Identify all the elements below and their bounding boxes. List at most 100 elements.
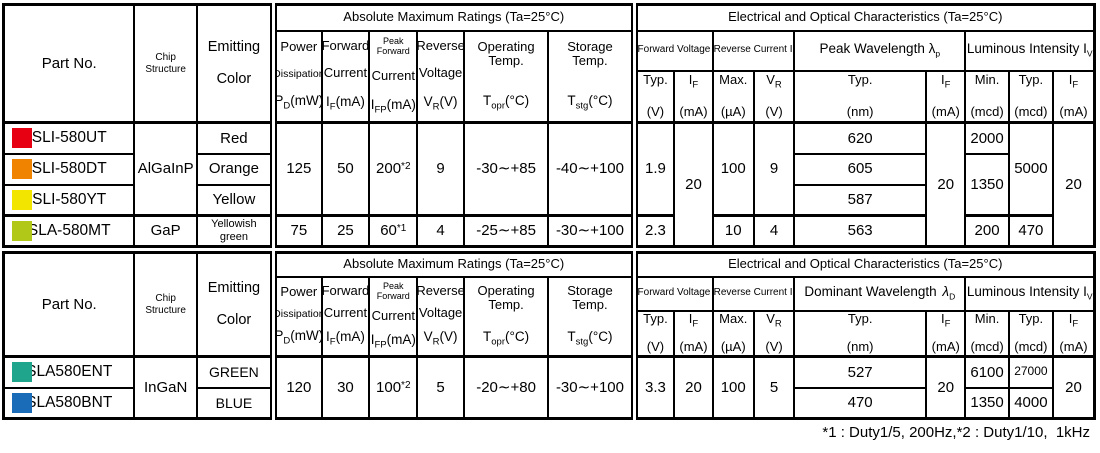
th-peak-wavelength-group: Peak Wavelength λp <box>793 29 967 72</box>
th-wl-typ: Typ. (nm) <box>793 69 928 124</box>
cell-li-typ: 470 <box>1007 214 1055 248</box>
part-number: SLA-580MT <box>27 222 111 240</box>
led-spec-table-bottom: Part No. Chip Structure Emitting Color A… <box>2 251 1096 420</box>
footnote: *1 : Duty1/5, 200Hz,*2 : Duty1/10, 1kHz <box>822 424 1090 441</box>
color-swatch-orange <box>12 159 32 179</box>
cell-ir-max: 100 <box>711 355 755 420</box>
cell-li-min: 2000 <box>964 121 1010 155</box>
cell-ir-vr: 4 <box>752 214 796 248</box>
cell-emitting-color: BLUE <box>195 386 275 420</box>
th-reverse-voltage: Reverse Voltage VR(V) <box>416 29 465 124</box>
th-reverse-current-group: Reverse Current IR <box>711 275 796 312</box>
th-power-dissipation: Power Dissipation PD(mW) <box>269 275 323 358</box>
th-reverse-current-group: Reverse Current IR <box>711 29 796 72</box>
part-number: SLI-580DT <box>31 160 107 178</box>
cell-storage-temp: -40∼+100 <box>547 121 636 217</box>
cell-li-min: 1350 <box>964 386 1010 420</box>
cell-peak-forward-current: 200*2 <box>368 121 419 217</box>
th-power-dissipation: Power Dissipation PD(mW) <box>269 29 323 124</box>
th-li-if: IF (mA) <box>1052 69 1096 124</box>
cell-power-dissipation: 125 <box>269 121 323 217</box>
cell-storage-temp: -30∼+100 <box>547 214 636 248</box>
th-amr-title: Absolute Maximum Ratings (Ta=25°C) <box>269 3 636 32</box>
th-li-typ: Typ. (mcd) <box>1007 69 1055 124</box>
cell-li-typ: 5000 <box>1007 121 1055 217</box>
cell-forward-current: 25 <box>320 214 371 248</box>
cell-wavelength: 470 <box>793 386 928 420</box>
th-luminous-intensity-group: Luminous Intensity IV <box>964 29 1096 72</box>
th-forward-voltage-group: Forward Voltage VF <box>630 275 714 312</box>
cell-vf-typ: 3.3 <box>630 355 676 420</box>
led-spec-table-top: Part No. Chip Structure Emitting Color A… <box>2 3 1096 248</box>
th-ir-vr: VR (V) <box>752 69 796 124</box>
cell-storage-temp: -30∼+100 <box>547 355 636 420</box>
cell-emitting-color: GREEN <box>195 355 275 389</box>
th-wl-typ: Typ. (nm) <box>793 309 928 358</box>
cell-li-typ: 27000 <box>1007 355 1055 389</box>
th-vf-typ: Typ. (V) <box>630 69 676 124</box>
cell-ir-vr: 5 <box>752 355 796 420</box>
th-emitting-color: Emitting Color <box>195 251 275 358</box>
cell-reverse-voltage: 4 <box>416 214 465 248</box>
part-number: SLA580ENT <box>26 363 113 381</box>
cell-ir-max: 10 <box>711 214 755 248</box>
th-part-no: Part No. <box>2 3 136 124</box>
cell-li-min: 200 <box>964 214 1010 248</box>
cell-vf-typ: 1.9 <box>630 121 676 217</box>
cell-operating-temp: -25∼+85 <box>462 214 550 248</box>
th-storage-temp: Storage Temp. Tstg(°C) <box>547 29 636 124</box>
th-wl-if: IF (mA) <box>925 69 967 124</box>
th-luminous-intensity-group: Luminous Intensity IV <box>964 275 1096 312</box>
color-swatch-yellow <box>12 189 32 210</box>
th-ir-vr: VR (V) <box>752 309 796 358</box>
cell-emitting-color: Orange <box>195 152 275 186</box>
cell-ir-max: 100 <box>711 121 755 217</box>
cell-forward-current: 30 <box>320 355 371 420</box>
cell-emitting-color: Yellow <box>195 183 275 217</box>
cell-li-min: 6100 <box>964 355 1010 389</box>
th-emitting-color: Emitting Color <box>195 3 275 124</box>
cell-li-min: 1350 <box>964 152 1010 217</box>
cell-li-if: 20 <box>1052 355 1096 420</box>
color-swatch-red <box>12 128 32 149</box>
cell-operating-temp: -30∼+85 <box>462 121 550 217</box>
part-number: SLI-580UT <box>31 129 107 147</box>
cell-wl-if: 20 <box>925 355 967 420</box>
th-storage-temp: Storage Temp. Tstg(°C) <box>547 275 636 358</box>
th-li-min: Min. (mcd) <box>964 69 1010 124</box>
th-chip-structure: Chip Structure <box>133 3 198 124</box>
part-number: SLI-580YT <box>32 190 107 208</box>
cell-wl-if: 20 <box>925 121 967 248</box>
cell-li-if: 20 <box>1052 121 1096 248</box>
th-forward-voltage-group: Forward Voltage VF <box>630 29 714 72</box>
cell-chip-structure: AlGaInP <box>133 121 198 217</box>
cell-wavelength: 563 <box>793 214 928 248</box>
th-chip-structure: Chip Structure <box>133 251 198 358</box>
cell-part: SLI-580DT <box>2 152 136 186</box>
th-operating-temp: Operating Temp. Topr(°C) <box>462 275 550 358</box>
cell-chip-structure: GaP <box>133 214 198 248</box>
th-reverse-voltage: Reverse Voltage VR(V) <box>416 275 465 358</box>
th-vf-if: IF (mA) <box>673 309 714 358</box>
part-number: SLA580BNT <box>26 393 113 411</box>
th-eo-title: Electrical and Optical Characteristics (… <box>630 251 1096 278</box>
cell-wavelength: 605 <box>793 152 928 186</box>
color-swatch-yellow-green <box>12 221 32 241</box>
th-part-no: Part No. <box>2 251 136 358</box>
cell-power-dissipation: 75 <box>269 214 323 248</box>
th-peak-forward-current: Peak Forward Current IFP(mA) <box>368 275 419 358</box>
cell-chip-structure: InGaN <box>133 355 198 420</box>
cell-emitting-color: Yellowish green <box>195 214 275 248</box>
th-li-min: Min. (mcd) <box>964 309 1010 358</box>
color-swatch-blue <box>12 392 32 413</box>
cell-part: SLA-580MT <box>2 214 136 248</box>
cell-li-typ: 4000 <box>1007 386 1055 420</box>
th-peak-forward-current: Peak Forward Current IFP(mA) <box>368 29 419 124</box>
cell-power-dissipation: 120 <box>269 355 323 420</box>
th-li-typ: Typ. (mcd) <box>1007 309 1055 358</box>
cell-peak-forward-current: 100*2 <box>368 355 419 420</box>
cell-vf-if: 20 <box>673 355 714 420</box>
th-operating-temp: Operating Temp. Topr(°C) <box>462 29 550 124</box>
cell-ir-vr: 9 <box>752 121 796 217</box>
